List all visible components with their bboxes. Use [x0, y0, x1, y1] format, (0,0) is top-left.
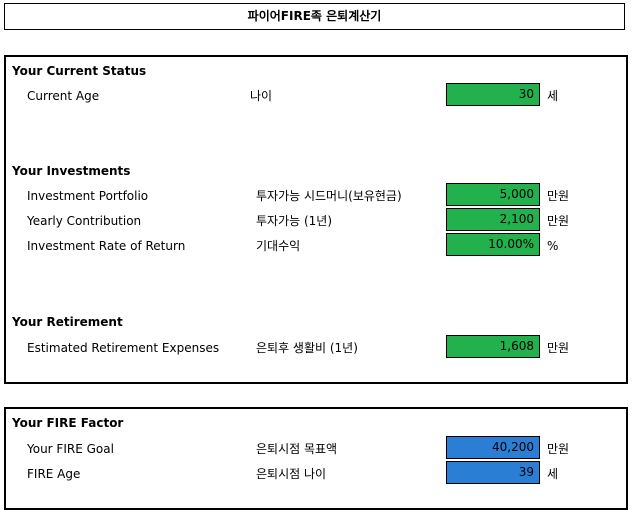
current-age-label: Current Age [27, 89, 100, 103]
fire-factor-panel: Your FIRE Factor Your FIRE Goal 은퇴시점 목표액… [4, 407, 628, 510]
current-age-input[interactable]: 30 [446, 83, 540, 106]
retirement-expenses-input[interactable]: 1,608 [446, 335, 540, 358]
yearly-contribution-label: Yearly Contribution [27, 214, 142, 228]
retirement-expenses-label: Estimated Retirement Expenses [27, 341, 220, 355]
fire-age-label-ko: 은퇴시점 나이 [256, 467, 327, 481]
fire-age-unit: 세 [547, 467, 559, 481]
fire-goal-label: Your FIRE Goal [27, 442, 114, 456]
section-title-fire-factor: Your FIRE Factor [12, 416, 124, 430]
rate-of-return-unit: % [547, 239, 559, 253]
fire-goal-output: 40,200 [446, 436, 540, 459]
current-age-label-ko: 나이 [250, 89, 273, 103]
rate-of-return-label: Investment Rate of Return [27, 239, 186, 253]
retirement-expenses-label-ko: 은퇴후 생활비 (1년) [256, 341, 358, 355]
yearly-contribution-input[interactable]: 2,100 [446, 208, 540, 231]
fire-age-label: FIRE Age [27, 467, 81, 481]
yearly-contribution-unit: 만원 [547, 214, 570, 228]
inputs-panel: Your Current Status Current Age 나이 30 세 … [4, 55, 628, 384]
investment-portfolio-input[interactable]: 5,000 [446, 183, 540, 206]
rate-of-return-input[interactable]: 10.00% [446, 233, 540, 256]
rate-of-return-label-ko: 기대수익 [256, 239, 301, 253]
fire-age-output: 39 [446, 461, 540, 484]
section-title-current-status: Your Current Status [12, 64, 147, 78]
retirement-expenses-unit: 만원 [547, 341, 570, 355]
yearly-contribution-label-ko: 투자가능 (1년) [256, 214, 333, 228]
investment-portfolio-label: Investment Portfolio [27, 189, 149, 203]
fire-goal-label-ko: 은퇴시점 목표액 [256, 442, 338, 456]
fire-goal-unit: 만원 [547, 442, 570, 456]
investment-portfolio-label-ko: 투자가능 시드머니(보유현금) [256, 189, 402, 203]
investment-portfolio-unit: 만원 [547, 189, 570, 203]
section-title-retirement: Your Retirement [12, 315, 123, 329]
current-age-unit: 세 [547, 89, 559, 103]
calculator-title: 파이어FIRE족 은퇴계산기 [4, 3, 625, 30]
section-title-investments: Your Investments [12, 164, 131, 178]
